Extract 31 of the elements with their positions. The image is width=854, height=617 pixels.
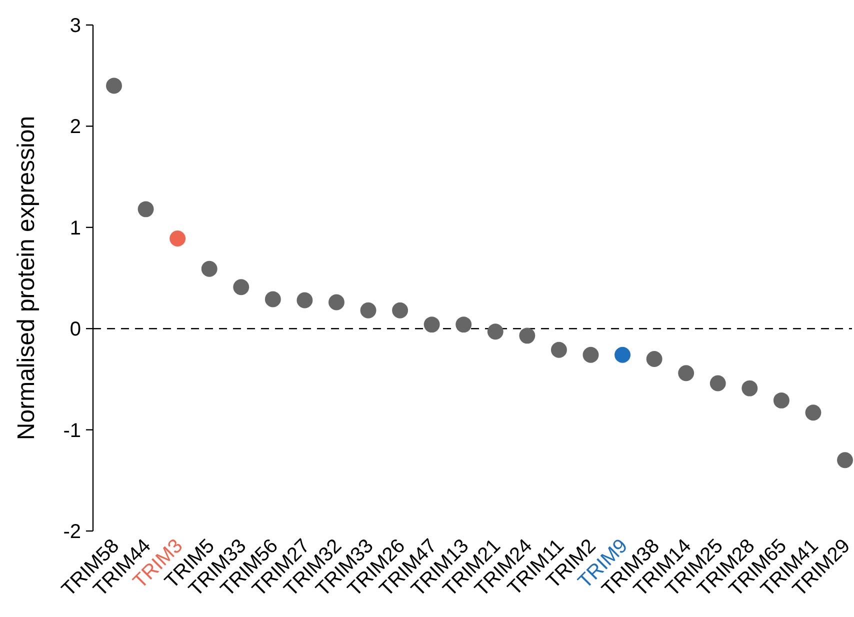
point: [201, 260, 218, 277]
point: [837, 452, 853, 468]
point: [582, 346, 599, 363]
point: [296, 292, 313, 308]
y-tick-label: -2: [63, 521, 81, 543]
y-tick-label: 1: [70, 217, 81, 240]
point: [456, 316, 472, 333]
point: [710, 375, 726, 392]
y-axis-title: Normalised protein expression: [13, 116, 40, 440]
point: [678, 365, 694, 382]
point: [392, 302, 408, 318]
point: [360, 302, 376, 318]
y-tick-label: 3: [70, 15, 81, 37]
point: [614, 346, 630, 363]
point: [233, 279, 250, 296]
y-tick-label: 0: [70, 318, 81, 341]
point: [138, 201, 154, 218]
point: [646, 350, 662, 367]
point: [773, 392, 790, 408]
point: [742, 380, 758, 396]
point: [519, 328, 536, 344]
point: [550, 342, 567, 358]
y-tick-label: 2: [70, 116, 81, 138]
point: [264, 291, 281, 308]
point: [805, 404, 822, 421]
point: [106, 78, 122, 94]
y-tick-label: -1: [63, 420, 81, 442]
point: [170, 230, 186, 246]
point: [424, 316, 440, 333]
point: [487, 324, 504, 340]
point: [328, 294, 344, 310]
